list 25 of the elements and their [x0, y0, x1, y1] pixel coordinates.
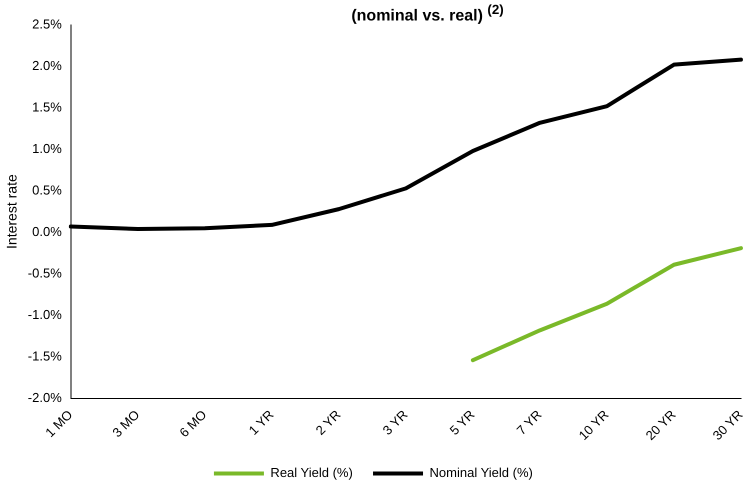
y-axis-title: Interest rate: [3, 174, 20, 249]
x-tick-label: 1 MO: [42, 406, 76, 440]
y-tick-label: 2.5%: [32, 16, 62, 32]
y-tick-label: 1.0%: [32, 140, 62, 156]
y-tick-label: -2.0%: [28, 390, 62, 405]
x-tick-label: 3 MO: [109, 406, 142, 440]
y-tick-label: 2.0%: [32, 58, 62, 73]
y-tick-label: -1.0%: [28, 306, 62, 322]
y-tick-label: 1.5%: [32, 99, 62, 114]
y-tick-label: -1.5%: [28, 348, 62, 364]
y-tick-label: -0.5%: [28, 265, 62, 280]
x-tick-label: 10 YR: [576, 406, 612, 443]
x-tick-label: 2 YR: [312, 406, 344, 438]
x-tick-label: 5 YR: [446, 406, 478, 438]
x-tick-label: 6 MO: [176, 406, 210, 440]
y-tick-label: 0.0%: [32, 224, 62, 239]
x-tick-label: 30 YR: [710, 406, 746, 443]
legend-label: Real Yield (%): [270, 465, 353, 480]
x-tick-label: 3 YR: [380, 406, 411, 438]
y-tick-label: 0.5%: [32, 182, 62, 198]
x-tick-label: 1 YR: [246, 406, 276, 438]
legend-label: Nominal Yield (%): [430, 465, 533, 480]
x-tick-label: 20 YR: [642, 406, 679, 443]
chart-title: (nominal vs. real) $^{(2)}$: [351, 2, 504, 24]
x-tick-label: 7 YR: [514, 406, 545, 438]
